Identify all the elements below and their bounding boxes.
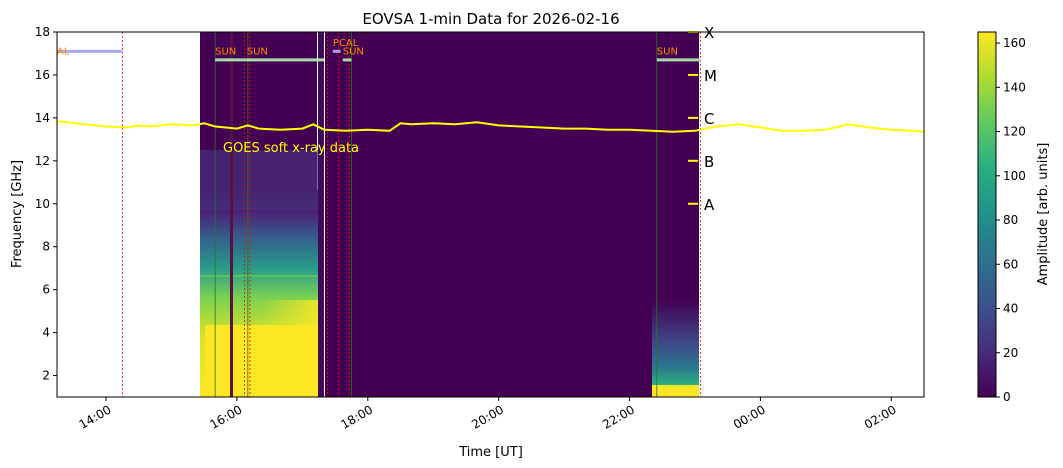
scan-label: SUN: [247, 47, 268, 58]
scan-label: AL: [57, 47, 70, 58]
goes-class-label: C: [704, 110, 714, 128]
colorbar-tick-label: 140: [1003, 80, 1026, 94]
short-scan-2: [325, 32, 328, 397]
x-tick-label: 20:00: [469, 402, 506, 431]
late-band-core: [652, 385, 699, 397]
y-tick-label: 4: [42, 326, 50, 340]
x-tick-label: 00:00: [731, 402, 768, 431]
goes-curve: [57, 120, 924, 133]
x-tick-label: 22:00: [600, 402, 637, 431]
goes-label: GOES soft x-ray data: [223, 141, 359, 156]
scan-label: SUN: [343, 47, 364, 58]
colorbar-tick-label: 80: [1003, 213, 1018, 227]
y-axis-label: Frequency [GHz]: [10, 160, 25, 268]
colorbar-label: Amplitude [arb. units]: [1036, 143, 1051, 286]
y-tick-label: 6: [42, 283, 50, 297]
plot-frame: [56, 31, 925, 398]
y-tick-label: 16: [35, 68, 50, 82]
scan-label: PCAL: [333, 38, 359, 49]
x-tick-label: 16:00: [207, 402, 244, 431]
scan-label: SUN: [215, 47, 236, 58]
y-tick-label: 10: [35, 197, 50, 211]
y-tick-label: 2: [42, 369, 50, 383]
colorbar-tick-label: 20: [1003, 346, 1018, 360]
goes-class-label: M: [704, 67, 717, 85]
spectrogram-heatmap: [200, 32, 699, 397]
goes-class-label: X: [704, 24, 714, 42]
gap-line: [230, 32, 233, 397]
y-tick-label: 12: [35, 154, 50, 168]
short-scan-1: [318, 32, 324, 397]
data-segment-long: [328, 32, 699, 397]
x-axis-label: Time [UT]: [458, 445, 523, 460]
colorbar-ticks: 0 20 40 60 80 100 120 140 160: [996, 36, 1026, 404]
colorbar-tick-label: 120: [1003, 125, 1026, 139]
goes-overlay: [57, 120, 924, 133]
y-tick-label: 14: [35, 111, 50, 125]
scan-label: SUN: [657, 47, 678, 58]
colorbar-tick-label: 100: [1003, 169, 1026, 183]
mid-band-texture: [200, 150, 318, 210]
colorbar-tick-label: 0: [1003, 390, 1011, 404]
colorbar: [977, 31, 997, 398]
colorbar-tick-label: 40: [1003, 302, 1018, 316]
late-band-emission: [652, 300, 699, 397]
y-tick-label: 8: [42, 240, 50, 254]
chart-title: EOVSA 1-min Data for 2026-02-16: [362, 10, 619, 28]
goes-class-label: B: [704, 153, 714, 171]
y-tick-label: 18: [35, 25, 50, 39]
x-tick-label: 14:00: [77, 402, 114, 431]
colorbar-tick-label: 160: [1003, 36, 1026, 50]
low-band-core: [205, 325, 318, 397]
x-tick-label: 18:00: [338, 402, 375, 431]
mid-band-line: [200, 275, 318, 277]
colorbar-tick-label: 60: [1003, 257, 1018, 271]
low-band-fade: [260, 300, 318, 330]
goes-class-label: A: [704, 196, 715, 214]
y-axis: 2 4 6 8 10 12 14 16 18: [35, 25, 57, 383]
x-axis: 14:00 16:00 18:00 20:00 22:00 00:00 02:00: [77, 397, 899, 432]
x-tick-label: 02:00: [862, 402, 899, 431]
